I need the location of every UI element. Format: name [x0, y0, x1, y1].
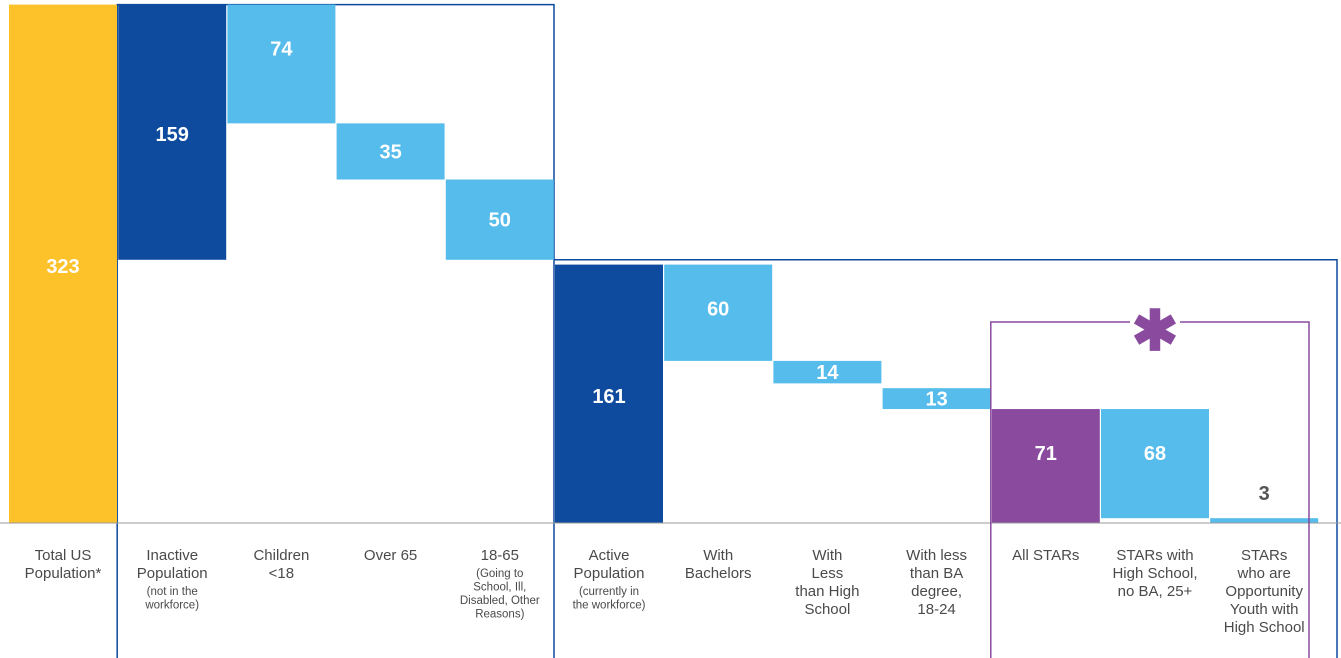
bar-value-label-7: 14 [816, 362, 839, 384]
bar-10 [1101, 409, 1209, 519]
bar-value-label-11: 3 [1259, 483, 1270, 505]
category-label-8: With less than BA degree, 18-24 [906, 547, 967, 618]
bar-value-label-4: 50 [489, 210, 511, 232]
stars-highlight: ✱ [990, 299, 1310, 658]
bar-0 [9, 4, 117, 523]
bar-4 [445, 179, 554, 260]
bar-7 [773, 360, 882, 384]
category-label-6: With Bachelors [685, 547, 752, 582]
bar-1 [118, 4, 227, 260]
category-label-0: Total US Population* [25, 547, 102, 582]
category-label-4: 18-65 (Going to School, Ill, Disabled, Othe… [460, 547, 540, 621]
category-label-10: STARs with High School, no BA, 25+ [1112, 547, 1197, 600]
bar-11 [1210, 518, 1319, 523]
bar-8 [882, 388, 991, 410]
bar-value-label-8: 13 [925, 389, 947, 411]
category-label-3: Over 65 [364, 547, 417, 564]
bar-value-label-9: 71 [1035, 443, 1057, 465]
asterisk-icon: ✱ [1132, 299, 1179, 362]
category-label-5: Active Population (currently in the workfor… [573, 547, 646, 612]
group-frames [116, 3, 1338, 658]
value-labels-layer: 323 159 74 35 50 161 60 14 13 71 68 3 [46, 39, 1269, 506]
bars-layer [9, 4, 1319, 523]
bar-5 [555, 264, 663, 523]
bar-3 [336, 123, 445, 180]
category-label-2: Children <18 [253, 547, 309, 582]
bar-value-label-1: 159 [156, 124, 189, 146]
bar-6 [664, 264, 773, 361]
stars-bracket-right [1180, 321, 1310, 658]
active-population-frame [554, 259, 1338, 658]
bar-value-label-0: 323 [46, 256, 79, 278]
category-label-9: All STARs [1012, 547, 1079, 564]
bar-2 [227, 4, 336, 124]
stars-bracket-left [990, 321, 1130, 658]
category-labels-layer: Total US Population* Inactive Population (no… [25, 547, 1305, 636]
category-label-1: Inactive Population (not in the workforce) [137, 547, 208, 612]
bar-value-label-3: 35 [379, 141, 401, 163]
category-label-7: With Less than High School [795, 547, 859, 618]
bar-value-label-2: 74 [270, 39, 293, 61]
category-label-11: STARs who are Opportunity Youth with High Sc… [1224, 547, 1305, 636]
bar-9 [991, 409, 1100, 523]
inactive-population-frame [116, 3, 555, 658]
bar-value-label-6: 60 [707, 299, 729, 321]
bar-value-label-5: 161 [592, 386, 625, 408]
bar-value-label-10: 68 [1144, 443, 1166, 465]
